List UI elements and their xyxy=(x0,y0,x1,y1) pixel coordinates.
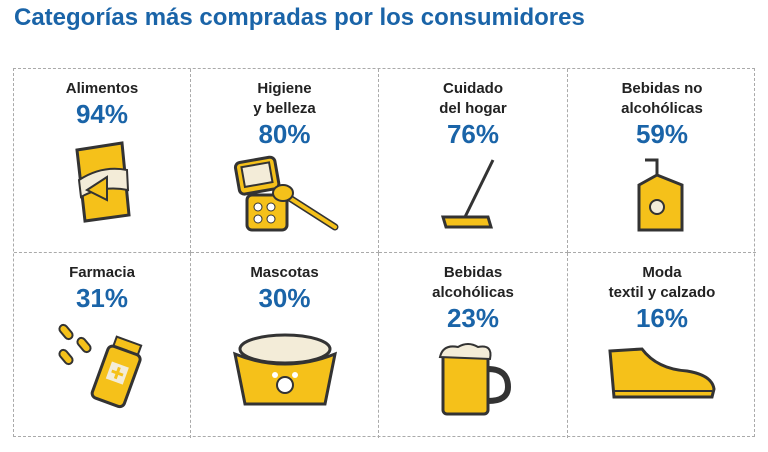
juice-box-icon xyxy=(637,158,684,232)
category-moda: Moda textil y calzado 16% xyxy=(568,253,756,438)
category-label: Farmacia xyxy=(69,264,135,281)
category-percent: 94% xyxy=(75,99,129,129)
category-label: Cuidado del hogar xyxy=(439,80,507,117)
category-alimentos: Alimentos 94% xyxy=(14,69,191,253)
category-percent: 30% xyxy=(258,283,311,313)
category-label: Higiene y belleza xyxy=(253,80,316,117)
category-higiene: Higiene y belleza 80% xyxy=(191,69,379,253)
makeup-compact-icon xyxy=(233,155,338,232)
category-percent: 59% xyxy=(635,119,689,149)
category-bebidas-no-alcoholicas: Bebidas no alcohólicas 59% xyxy=(568,69,756,253)
category-percent: 31% xyxy=(75,283,129,313)
mop-icon xyxy=(440,159,495,229)
page-title: Categorías más compradas por los consumi… xyxy=(14,4,585,31)
sneaker-icon xyxy=(608,347,716,399)
pet-bowl-icon xyxy=(232,333,337,406)
beer-mug-icon xyxy=(438,343,512,416)
category-label: Bebidas alcohólicas xyxy=(432,264,514,301)
category-percent: 80% xyxy=(258,119,311,149)
category-label: Mascotas xyxy=(250,264,319,281)
category-percent: 76% xyxy=(446,119,500,149)
category-bebidas-alcoholicas: Bebidas alcohólicas 23% xyxy=(379,253,568,438)
chips-bag-icon xyxy=(75,141,131,223)
categories-grid: Alimentos 94% Higiene y belleza 80% Cuid… xyxy=(13,68,756,438)
category-label: Moda textil y calzado xyxy=(608,264,716,301)
category-percent: 23% xyxy=(446,303,500,333)
category-label: Bebidas no alcohólicas xyxy=(621,80,703,117)
pills-icon xyxy=(58,323,143,409)
category-mascotas: Mascotas 30% xyxy=(191,253,379,438)
category-hogar: Cuidado del hogar 76% xyxy=(379,69,568,253)
category-percent: 16% xyxy=(635,303,689,333)
category-farmacia: Farmacia 31% xyxy=(14,253,191,438)
category-label: Alimentos xyxy=(65,80,139,97)
